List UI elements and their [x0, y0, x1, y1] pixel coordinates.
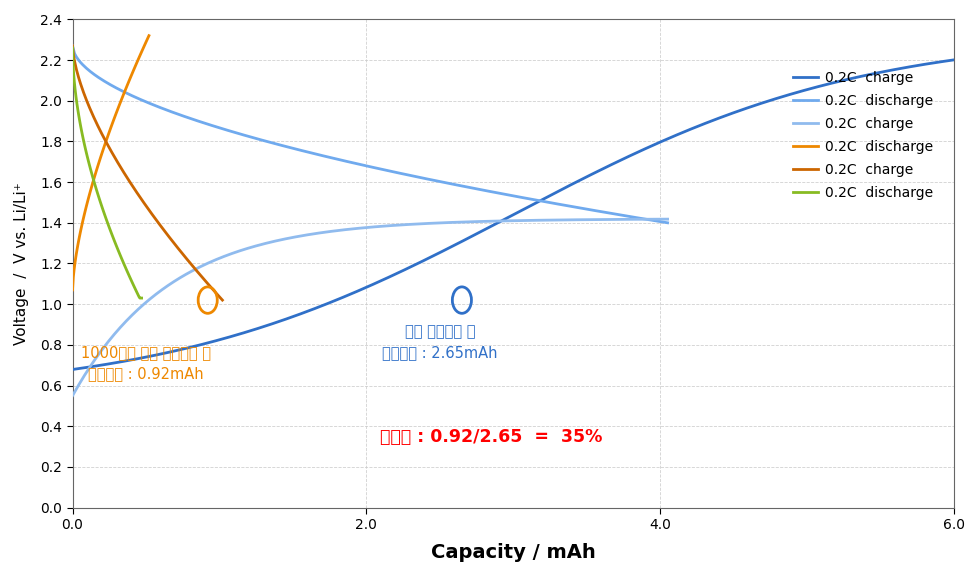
Legend: 0.2C  charge, 0.2C  discharge, 0.2C  charge, 0.2C  discharge, 0.2C  charge, 0.2C: 0.2C charge, 0.2C discharge, 0.2C charge… [786, 66, 937, 206]
Text: 고온 부하방치 전
방전용량 : 2.65mAh: 고온 부하방치 전 방전용량 : 2.65mAh [381, 324, 497, 361]
Text: 유지율 : 0.92/2.65  =  35%: 유지율 : 0.92/2.65 = 35% [379, 428, 601, 446]
Text: 1000시간 고온 부하방치 후
방전용량 : 0.92mAh: 1000시간 고온 부하방치 후 방전용량 : 0.92mAh [81, 345, 211, 381]
X-axis label: Capacity / mAh: Capacity / mAh [430, 543, 595, 562]
Y-axis label: Voltage  /  V vs. Li/Li⁺: Voltage / V vs. Li/Li⁺ [14, 182, 29, 345]
